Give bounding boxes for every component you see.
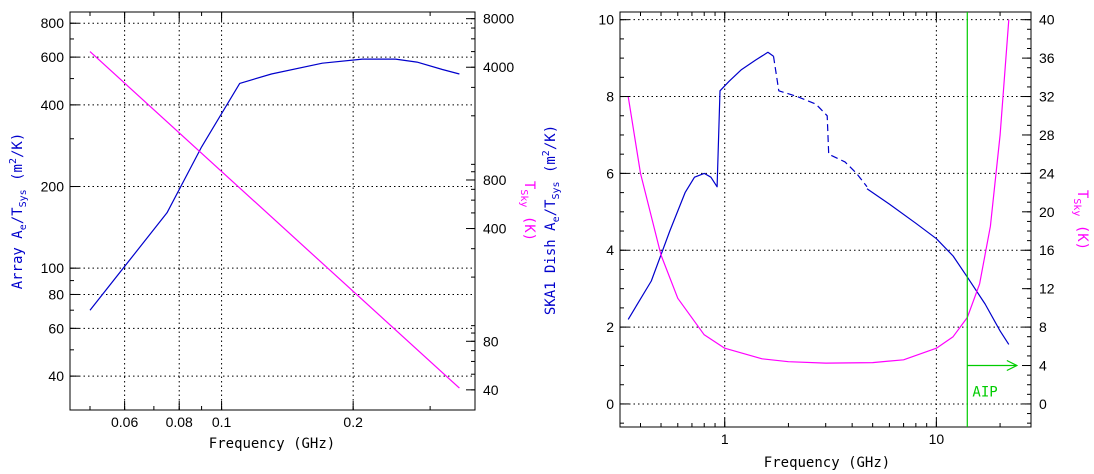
- x-axis-title: Frequency (GHz): [764, 455, 890, 471]
- y-tick-label: 8: [606, 89, 614, 105]
- sensitivity-line: [627, 51, 774, 320]
- y-tick-label: 6: [606, 165, 614, 181]
- x-tick-label: 0.06: [111, 414, 138, 430]
- y-tick-label: 40: [48, 368, 64, 384]
- y2-tick-label: 8000: [483, 11, 514, 27]
- y-tick-label: 400: [41, 97, 65, 113]
- y-axis-title: Array Ae/TSys (m2/K): [8, 133, 29, 290]
- y-tick-label: 0: [606, 396, 614, 412]
- aip-arrowhead: [1006, 359, 1019, 372]
- y2-tick-label: 24: [1039, 165, 1055, 181]
- y-tick-label: 4: [606, 242, 614, 258]
- sensitivity-line: [89, 58, 460, 311]
- y2-axis-title: TSky (K): [1071, 190, 1090, 250]
- y2-tick-label: 20: [1039, 204, 1055, 220]
- y-tick-label: 10: [598, 12, 614, 28]
- y2-tick-label: 32: [1039, 89, 1055, 105]
- y2-tick-label: 400: [483, 221, 507, 237]
- y2-tick-label: 0: [1039, 396, 1047, 412]
- plot-frame: [69, 11, 476, 411]
- y-tick-label: 2: [606, 319, 614, 335]
- y2-tick-label: 40: [1039, 12, 1055, 28]
- y2-tick-label: 36: [1039, 50, 1055, 66]
- sensitivity-line: [772, 56, 868, 188]
- sky-temperature-line: [89, 51, 460, 389]
- sensitivity-line: [866, 188, 1010, 345]
- y2-axis-title: TSky (K): [518, 181, 537, 241]
- x-tick-label: 10: [929, 431, 945, 447]
- x-tick-label: 1: [721, 431, 729, 447]
- y-tick-label: 100: [41, 260, 65, 276]
- x-tick-label: 0.2: [343, 414, 363, 430]
- y2-tick-label: 16: [1039, 242, 1055, 258]
- y-axis-title: SKA1 Dish Ae/TSys (m2/K): [541, 125, 562, 315]
- y-tick-label: 80: [48, 286, 64, 302]
- sky-temperature-line: [627, 19, 1010, 364]
- x-tick-label: 0.1: [212, 414, 232, 430]
- plot-frame: [619, 11, 1032, 428]
- y2-tick-label: 4000: [483, 59, 514, 75]
- aip-label: AIP: [972, 384, 997, 400]
- y2-tick-label: 8: [1039, 319, 1047, 335]
- x-tick-label: 0.08: [166, 414, 193, 430]
- y2-tick-label: 80: [483, 333, 499, 349]
- y2-tick-label: 12: [1039, 281, 1055, 297]
- y2-tick-label: 800: [483, 172, 507, 188]
- y2-tick-label: 4: [1039, 358, 1047, 374]
- y-tick-label: 60: [48, 320, 64, 336]
- y-tick-label: 200: [41, 179, 65, 195]
- y2-tick-label: 28: [1039, 127, 1055, 143]
- y2-tick-label: 40: [483, 382, 499, 398]
- y-tick-label: 600: [41, 49, 65, 65]
- chart-array-sensitivity: 0.06 0.08 0.1 0.2 40 60 80 100 200 400 600 800 40 80 4…: [8, 11, 537, 452]
- y-tick-label: 800: [41, 15, 65, 31]
- x-axis-title: Frequency (GHz): [209, 436, 335, 452]
